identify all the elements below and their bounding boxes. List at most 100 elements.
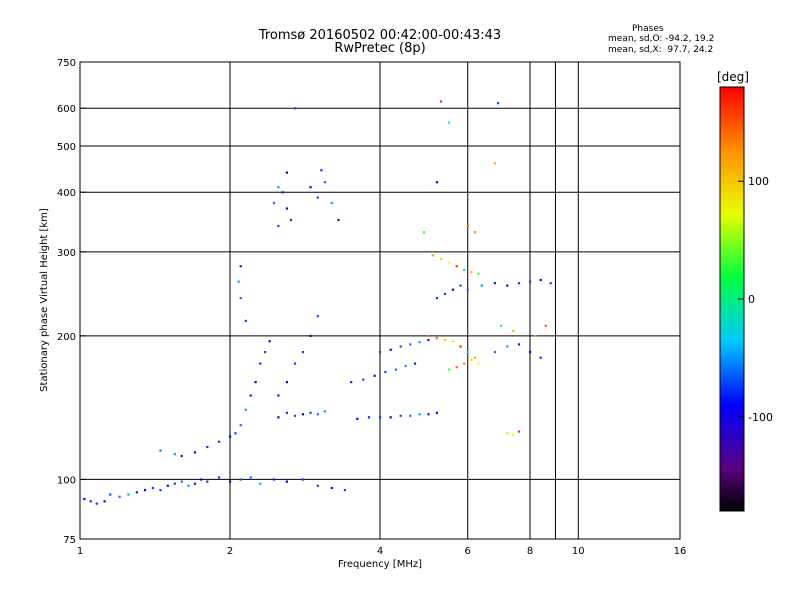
data-point — [506, 345, 509, 348]
data-point — [193, 482, 196, 485]
data-point — [549, 282, 552, 285]
y-tick-label: 300 — [57, 248, 76, 259]
data-points — [83, 100, 552, 505]
data-point — [206, 480, 209, 483]
phase-stats-o: mean, sd,O: -94.2, 19.2 — [608, 34, 715, 44]
x-tick-label: 2 — [227, 546, 233, 557]
data-point — [323, 410, 326, 413]
data-point — [447, 261, 451, 264]
data-point — [337, 218, 340, 222]
data-point — [512, 329, 515, 332]
data-point — [379, 416, 382, 419]
data-point — [277, 416, 280, 419]
data-point — [506, 432, 509, 435]
data-point — [399, 414, 402, 417]
data-point — [451, 340, 454, 343]
data-point — [316, 484, 319, 487]
data-point — [439, 100, 443, 103]
grid — [80, 62, 680, 539]
data-point — [399, 345, 402, 348]
data-point — [259, 482, 262, 485]
data-point — [127, 493, 130, 496]
data-point — [330, 486, 333, 490]
x-tick-label: 6 — [465, 546, 471, 557]
x-tick-label: 10 — [572, 546, 585, 557]
data-point — [409, 343, 412, 346]
phases-heading: Phases — [632, 24, 664, 34]
data-point — [268, 340, 271, 343]
colorbar-tick-label: 0 — [748, 293, 755, 306]
data-point — [277, 186, 280, 189]
data-point — [89, 500, 92, 503]
data-point — [418, 341, 421, 344]
data-point — [431, 254, 434, 257]
data-point — [512, 433, 515, 436]
data-point — [200, 478, 203, 481]
data-point — [389, 348, 392, 351]
data-point — [151, 486, 154, 490]
y-tick-label: 750 — [57, 58, 76, 69]
data-point — [285, 207, 288, 210]
y-tick-label: 200 — [57, 332, 76, 343]
data-point — [293, 414, 297, 417]
chart-subtitle: RwPretec (8p) — [334, 41, 426, 56]
data-point — [277, 224, 280, 228]
data-point — [237, 280, 240, 283]
y-axis-label: Stationary phase Virtual Height [km] — [39, 208, 50, 392]
axis-ticks: 1 2 4 6 8 10 16 75 100 200 300 400 500 600 750 — [57, 58, 686, 557]
data-point — [394, 368, 397, 371]
data-point — [143, 489, 147, 492]
data-point — [356, 417, 359, 420]
data-point — [229, 435, 232, 438]
colorbar-tick-label: 100 — [748, 175, 769, 188]
data-point — [493, 162, 496, 165]
data-point — [427, 334, 430, 337]
data-point — [534, 334, 537, 337]
y-tick-label: 100 — [57, 475, 76, 486]
data-point — [301, 478, 304, 481]
data-point — [239, 265, 242, 268]
data-point — [239, 297, 242, 300]
phase-stats-x: mean, sd,X: 97.7, 24.2 — [608, 45, 714, 55]
data-point — [422, 231, 426, 234]
data-point — [217, 440, 221, 443]
data-point — [254, 381, 257, 384]
data-point — [118, 495, 121, 498]
data-point — [193, 451, 196, 454]
data-point — [309, 334, 312, 337]
data-point — [180, 454, 183, 458]
data-point — [272, 201, 276, 204]
data-point — [159, 489, 162, 492]
data-point — [362, 378, 365, 381]
data-point — [493, 282, 496, 285]
data-point — [443, 292, 447, 295]
data-point — [463, 268, 466, 271]
data-point — [249, 476, 252, 479]
data-point — [539, 356, 542, 359]
y-tick-label: 500 — [57, 142, 76, 153]
data-point — [263, 351, 267, 354]
data-point — [404, 364, 407, 368]
data-point — [379, 351, 382, 354]
x-tick-label: 8 — [527, 546, 533, 557]
data-point — [427, 339, 430, 342]
data-point — [187, 484, 190, 487]
data-point — [217, 476, 221, 479]
data-point — [249, 394, 252, 397]
data-point — [350, 381, 353, 384]
data-point — [435, 297, 438, 300]
data-point — [389, 416, 392, 419]
data-point — [330, 201, 333, 204]
data-point — [159, 449, 162, 452]
data-point — [466, 224, 469, 228]
data-point — [173, 453, 176, 456]
data-point — [83, 497, 86, 501]
data-point — [103, 500, 106, 503]
data-point — [435, 336, 438, 340]
plot-frame — [79, 61, 681, 540]
data-point — [455, 265, 458, 268]
data-point — [409, 414, 412, 417]
data-point — [166, 484, 169, 487]
data-point — [447, 121, 451, 124]
